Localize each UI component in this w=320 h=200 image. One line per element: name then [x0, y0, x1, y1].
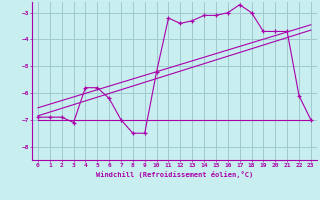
X-axis label: Windchill (Refroidissement éolien,°C): Windchill (Refroidissement éolien,°C)	[96, 171, 253, 178]
